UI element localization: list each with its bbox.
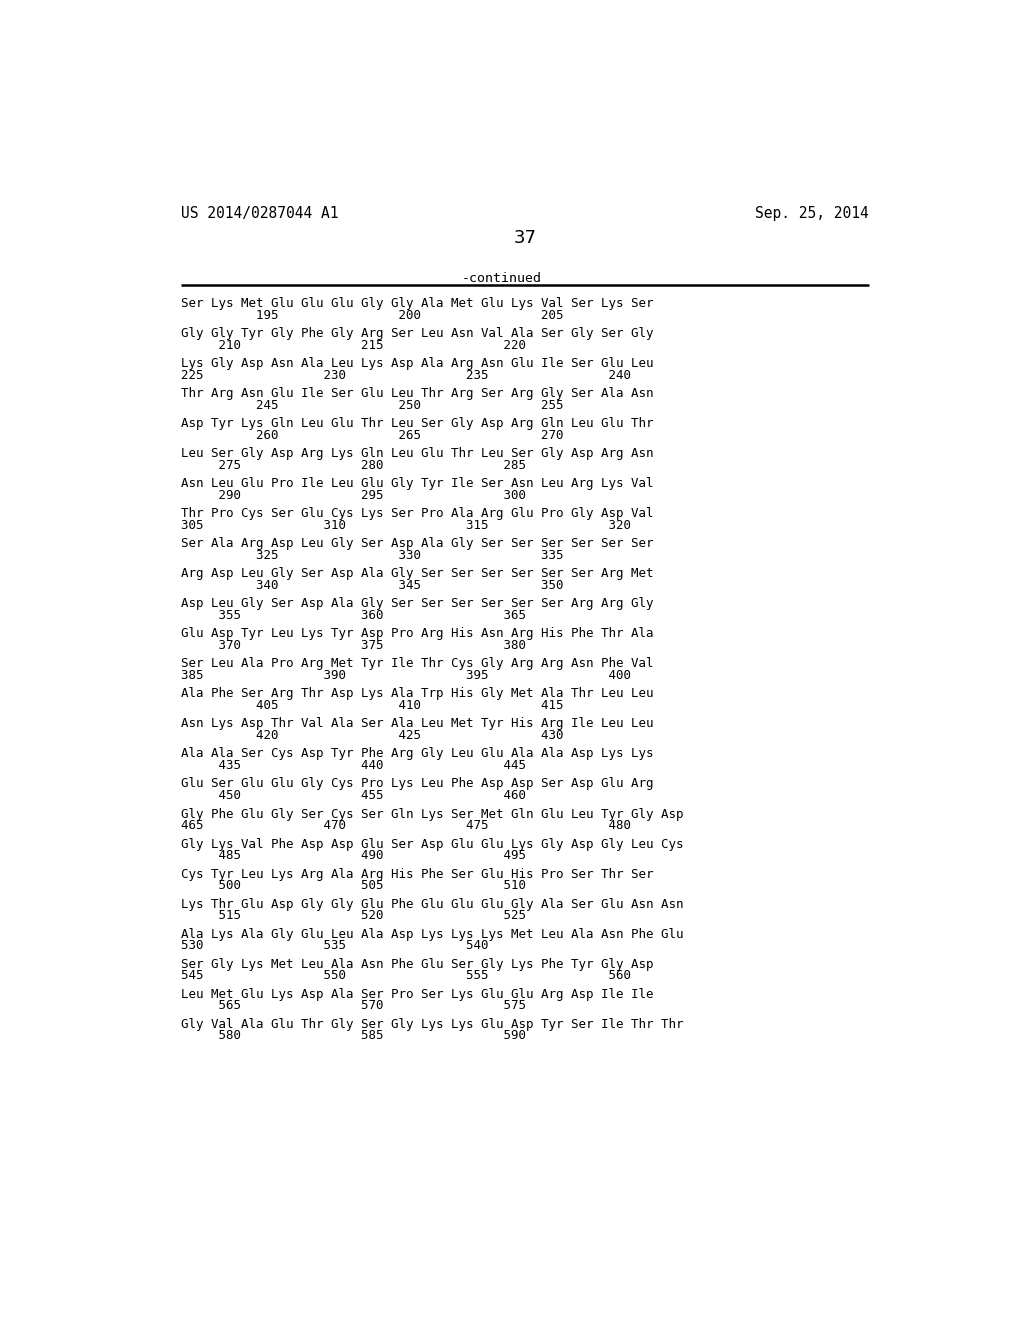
Text: Sep. 25, 2014: Sep. 25, 2014 [755,206,869,222]
Text: -continued: -continued [461,272,542,285]
Text: Glu Ser Glu Glu Gly Cys Pro Lys Leu Phe Asp Asp Ser Asp Glu Arg: Glu Ser Glu Glu Gly Cys Pro Lys Leu Phe … [180,777,653,791]
Text: 325                330                335: 325 330 335 [180,549,563,562]
Text: 565                570                575: 565 570 575 [180,999,525,1012]
Text: 225                230                235                240: 225 230 235 240 [180,368,631,381]
Text: Ser Leu Ala Pro Arg Met Tyr Ile Thr Cys Gly Arg Arg Asn Phe Val: Ser Leu Ala Pro Arg Met Tyr Ile Thr Cys … [180,657,653,671]
Text: Thr Pro Cys Ser Glu Cys Lys Ser Pro Ala Arg Glu Pro Gly Asp Val: Thr Pro Cys Ser Glu Cys Lys Ser Pro Ala … [180,507,653,520]
Text: Ser Lys Met Glu Glu Glu Gly Gly Ala Met Glu Lys Val Ser Lys Ser: Ser Lys Met Glu Glu Glu Gly Gly Ala Met … [180,297,653,310]
Text: 210                215                220: 210 215 220 [180,339,525,351]
Text: Arg Asp Leu Gly Ser Asp Ala Gly Ser Ser Ser Ser Ser Ser Arg Met: Arg Asp Leu Gly Ser Asp Ala Gly Ser Ser … [180,568,653,581]
Text: 385                390                395                400: 385 390 395 400 [180,669,631,682]
Text: 465                470                475                480: 465 470 475 480 [180,818,631,832]
Text: 245                250                255: 245 250 255 [180,399,563,412]
Text: Lys Gly Asp Asn Ala Leu Lys Asp Ala Arg Asn Glu Ile Ser Glu Leu: Lys Gly Asp Asn Ala Leu Lys Asp Ala Arg … [180,358,653,370]
Text: Asp Leu Gly Ser Asp Ala Gly Ser Ser Ser Ser Ser Ser Arg Arg Gly: Asp Leu Gly Ser Asp Ala Gly Ser Ser Ser … [180,598,653,610]
Text: 580                585                590: 580 585 590 [180,1030,525,1043]
Text: Asp Tyr Lys Gln Leu Glu Thr Leu Ser Gly Asp Arg Gln Leu Glu Thr: Asp Tyr Lys Gln Leu Glu Thr Leu Ser Gly … [180,417,653,430]
Text: 420                425                430: 420 425 430 [180,729,563,742]
Text: 370                375                380: 370 375 380 [180,639,525,652]
Text: 515                520                525: 515 520 525 [180,909,525,923]
Text: US 2014/0287044 A1: US 2014/0287044 A1 [180,206,338,222]
Text: 37: 37 [513,230,537,247]
Text: 355                360                365: 355 360 365 [180,609,525,622]
Text: Glu Asp Tyr Leu Lys Tyr Asp Pro Arg His Asn Arg His Phe Thr Ala: Glu Asp Tyr Leu Lys Tyr Asp Pro Arg His … [180,627,653,640]
Text: Ala Phe Ser Arg Thr Asp Lys Ala Trp His Gly Met Ala Thr Leu Leu: Ala Phe Ser Arg Thr Asp Lys Ala Trp His … [180,688,653,701]
Text: 290                295                300: 290 295 300 [180,488,525,502]
Text: 195                200                205: 195 200 205 [180,309,563,322]
Text: 305                310                315                320: 305 310 315 320 [180,519,631,532]
Text: Gly Lys Val Phe Asp Asp Glu Ser Asp Glu Glu Lys Gly Asp Gly Leu Cys: Gly Lys Val Phe Asp Asp Glu Ser Asp Glu … [180,838,683,850]
Text: Gly Gly Tyr Gly Phe Gly Arg Ser Leu Asn Val Ala Ser Gly Ser Gly: Gly Gly Tyr Gly Phe Gly Arg Ser Leu Asn … [180,327,653,341]
Text: Ala Ala Ser Cys Asp Tyr Phe Arg Gly Leu Glu Ala Ala Asp Lys Lys: Ala Ala Ser Cys Asp Tyr Phe Arg Gly Leu … [180,747,653,760]
Text: Ser Gly Lys Met Leu Ala Asn Phe Glu Ser Gly Lys Phe Tyr Gly Asp: Ser Gly Lys Met Leu Ala Asn Phe Glu Ser … [180,958,653,970]
Text: 340                345                350: 340 345 350 [180,579,563,591]
Text: Lys Thr Glu Asp Gly Gly Glu Phe Glu Glu Glu Gly Ala Ser Glu Asn Asn: Lys Thr Glu Asp Gly Gly Glu Phe Glu Glu … [180,898,683,911]
Text: Asn Leu Glu Pro Ile Leu Glu Gly Tyr Ile Ser Asn Leu Arg Lys Val: Asn Leu Glu Pro Ile Leu Glu Gly Tyr Ile … [180,478,653,490]
Text: 545                550                555                560: 545 550 555 560 [180,969,631,982]
Text: 435                440                445: 435 440 445 [180,759,525,772]
Text: Cys Tyr Leu Lys Arg Ala Arg His Phe Ser Glu His Pro Ser Thr Ser: Cys Tyr Leu Lys Arg Ala Arg His Phe Ser … [180,867,653,880]
Text: Leu Ser Gly Asp Arg Lys Gln Leu Glu Thr Leu Ser Gly Asp Arg Asn: Leu Ser Gly Asp Arg Lys Gln Leu Glu Thr … [180,447,653,461]
Text: Asn Lys Asp Thr Val Ala Ser Ala Leu Met Tyr His Arg Ile Leu Leu: Asn Lys Asp Thr Val Ala Ser Ala Leu Met … [180,718,653,730]
Text: Ala Lys Ala Gly Glu Leu Ala Asp Lys Lys Lys Met Leu Ala Asn Phe Glu: Ala Lys Ala Gly Glu Leu Ala Asp Lys Lys … [180,928,683,941]
Text: 260                265                270: 260 265 270 [180,429,563,442]
Text: 530                535                540: 530 535 540 [180,940,488,952]
Text: 485                490                495: 485 490 495 [180,849,525,862]
Text: Gly Phe Glu Gly Ser Cys Ser Gln Lys Ser Met Gln Glu Leu Tyr Gly Asp: Gly Phe Glu Gly Ser Cys Ser Gln Lys Ser … [180,808,683,821]
Text: 450                455                460: 450 455 460 [180,789,525,803]
Text: 500                505                510: 500 505 510 [180,879,525,892]
Text: Leu Met Glu Lys Asp Ala Ser Pro Ser Lys Glu Glu Arg Asp Ile Ile: Leu Met Glu Lys Asp Ala Ser Pro Ser Lys … [180,987,653,1001]
Text: Gly Val Ala Glu Thr Gly Ser Gly Lys Lys Glu Asp Tyr Ser Ile Thr Thr: Gly Val Ala Glu Thr Gly Ser Gly Lys Lys … [180,1018,683,1031]
Text: 405                410                415: 405 410 415 [180,700,563,711]
Text: 275                280                285: 275 280 285 [180,459,525,471]
Text: Thr Arg Asn Glu Ile Ser Glu Leu Thr Arg Ser Arg Gly Ser Ala Asn: Thr Arg Asn Glu Ile Ser Glu Leu Thr Arg … [180,387,653,400]
Text: Ser Ala Arg Asp Leu Gly Ser Asp Ala Gly Ser Ser Ser Ser Ser Ser: Ser Ala Arg Asp Leu Gly Ser Asp Ala Gly … [180,537,653,550]
